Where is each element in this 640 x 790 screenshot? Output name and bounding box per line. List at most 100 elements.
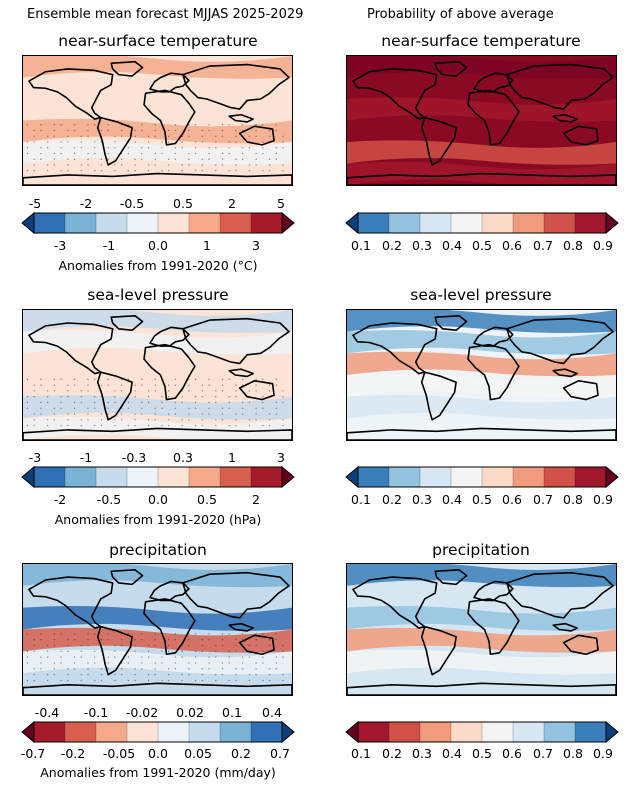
colorbar-segment [127,722,159,742]
coastline-indonesia [553,115,577,122]
cbar-tick-bottom: 0.05 [184,746,212,761]
colorbar-precipitation-anomaly [21,720,295,744]
coastline-indonesia [229,115,253,122]
cbar-prob-tick: 0.7 [533,238,553,253]
colorbar-segment [220,722,252,742]
field-band [23,140,292,165]
cbar-tick-top: 0.5 [173,196,193,211]
cbar-prob-tick: 0.6 [502,492,522,507]
colorbar-segment [220,467,252,487]
colorbar-segment [451,722,483,742]
cbar-tick-top: 2 [228,196,236,211]
colorbar-precipitation-probability [345,720,619,744]
cbar-tick-top: -2 [79,196,93,211]
colorbar-segment [389,722,421,742]
cbar-tick-bottom: -3 [53,238,67,253]
colorbar-segment [482,722,514,742]
cbar-prob-tick: 0.3 [412,492,432,507]
coastline-north-america [353,323,437,374]
cbar-prob-tick: 0.7 [533,492,553,507]
cbar-prob-tick: 0.2 [382,492,402,507]
cbar-tick-bottom: 1 [203,238,211,253]
colorbar-segment [389,213,421,233]
colorbar-segment [189,722,221,742]
left-column-header: Ensemble mean forecast MJJAS 2025-2029 [27,7,304,22]
field-band [347,56,616,79]
cbar-prob-tick: 0.6 [502,238,522,253]
cbar-tick-top: -0.5 [119,196,145,211]
field-band [347,351,616,377]
coastline-antarctica [347,174,616,185]
cbar-tick-top: 5 [277,196,285,211]
cbar-tick-bottom: -0.2 [60,746,86,761]
coastline-greenland [111,570,142,585]
colorbar-segment [575,213,607,233]
cbar-tick-bottom: -1 [102,238,116,253]
field-band [23,56,292,79]
coastline-south-america [98,627,132,675]
field-band [347,330,616,355]
colorbar-segment [96,722,128,742]
cbar-tick-bottom: 0.0 [148,746,168,761]
cbar-prob-tick: 0.1 [351,492,371,507]
coastline-south-america [422,627,456,675]
colorbar-segment [220,213,252,233]
cbar-prob-tick: 0.3 [412,746,432,761]
cbar-prob-tick: 0.1 [351,746,371,761]
cbar-tick-top: -0.3 [121,450,147,465]
coastline-greenland [435,570,466,585]
colorbar-segment [251,467,283,487]
coastline-africa [144,90,195,144]
cbar-tick-top: 0.4 [262,705,282,720]
colorbar-segment [127,213,159,233]
field-band [23,75,292,101]
cbar-tick-top: 3 [277,450,285,465]
colorbar-extend-low [345,211,359,235]
colorbar-extend-high [605,720,619,744]
panel-title-precipitation-probability: precipitation [432,541,530,559]
cbar-prob-tick: 0.9 [593,238,613,253]
coastline-australia [564,381,598,400]
right-column-header: Probability of above average [367,7,554,22]
colorbar-segment [251,722,283,742]
map-temperature-mean [22,55,293,186]
cbar-tick-bottom: 3 [252,238,260,253]
colorbar-extend-high [281,465,295,489]
colorbar-segment [158,467,190,487]
field-band [347,627,616,653]
cbar-prob-tick: 0.8 [563,492,583,507]
coastline-indonesia [229,624,253,631]
colorbar-segment [451,213,483,233]
colorbar-extend-low [21,720,35,744]
colorbar-segment [96,213,128,233]
colorbar-segment [34,213,66,233]
coastline-north-america [29,323,113,374]
coastline-antarctica [347,428,616,440]
cbar-prob-tick: 0.4 [442,492,462,507]
colorbar-segment [451,467,483,487]
map-pressure-probability [346,309,617,441]
panel-title-pressure-mean: sea-level pressure [87,286,229,304]
colorbar-segment [575,722,607,742]
coastline-south-america [98,118,132,165]
cbar-tick-bottom: 0.5 [197,492,217,507]
coastline-south-america [422,118,456,165]
coastline-australia [564,126,598,145]
coastline-australia [240,635,274,654]
colorbar-segment [420,467,452,487]
cbar-prob-tick: 0.5 [472,492,492,507]
coastline-africa [468,90,519,144]
cbar-prob-tick: 0.2 [382,238,402,253]
field-band [23,373,292,398]
colorbar-extend-low [21,211,35,235]
colorbar-extend-high [281,211,295,235]
cbar-prob-tick: 0.2 [382,746,402,761]
coastline-greenland [111,62,142,76]
cbar-prob-tick: 0.4 [442,746,462,761]
field-band [23,606,292,631]
colorbar-temperature-anomaly [21,211,295,235]
cbar-prob-tick: 0.8 [563,238,583,253]
field-band [347,395,616,420]
field-band [347,118,616,144]
colorbar-segment [189,467,221,487]
